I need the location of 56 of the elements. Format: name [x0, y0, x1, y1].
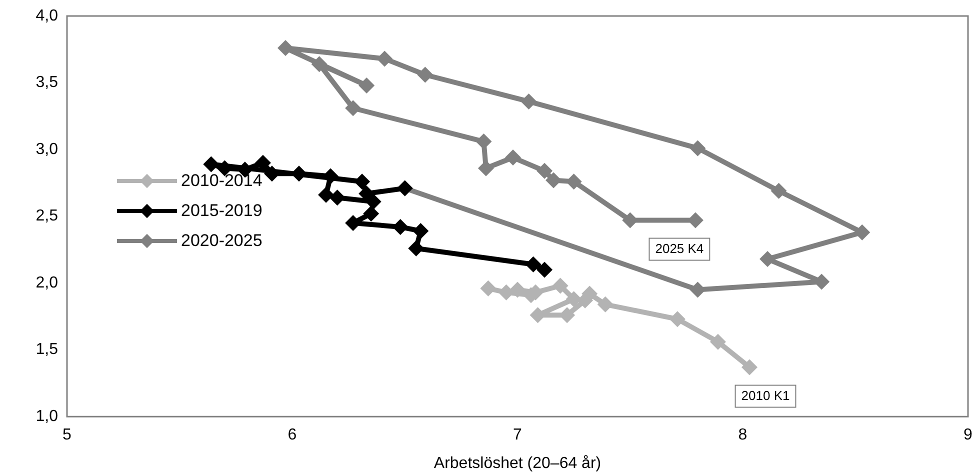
x-axis-title: Arbetslöshet (20–64 år)	[434, 454, 602, 472]
y-tick-label: 3,0	[36, 140, 58, 158]
point	[854, 224, 870, 240]
point	[412, 222, 429, 239]
point	[566, 291, 582, 308]
point	[478, 160, 494, 176]
point	[329, 190, 346, 206]
point	[552, 278, 568, 294]
point	[408, 240, 424, 256]
x-tick-label: 7	[513, 426, 522, 444]
annotation: 2025 K4	[655, 240, 704, 256]
y-tick-label: 1,0	[36, 408, 58, 426]
point	[365, 194, 382, 210]
legend-label: 2015-2019	[181, 201, 262, 222]
point	[392, 218, 408, 235]
point	[669, 311, 686, 328]
point	[354, 174, 370, 190]
point	[345, 100, 362, 116]
x-tick-label: 8	[738, 426, 748, 444]
point	[358, 77, 375, 94]
point	[690, 282, 706, 298]
point	[770, 182, 787, 199]
point	[510, 282, 526, 298]
x-tick-label: 9	[964, 426, 973, 444]
y-tick-label: 4,0	[36, 7, 58, 24]
point	[597, 296, 614, 312]
point	[291, 166, 308, 182]
point	[363, 206, 380, 222]
point	[520, 93, 537, 110]
point	[525, 256, 542, 272]
point	[277, 40, 294, 56]
point	[760, 251, 776, 268]
legend-label: 2020-2025	[181, 231, 262, 252]
point	[417, 66, 434, 83]
y-tick-label: 1,5	[36, 341, 58, 358]
legend-label: 2010-2014	[181, 171, 262, 192]
x-tick-label: 6	[288, 426, 297, 444]
point	[690, 140, 706, 156]
point	[203, 156, 220, 172]
point	[536, 162, 553, 179]
y-tick-label: 3,5	[36, 74, 58, 92]
point	[742, 359, 758, 376]
point	[311, 56, 328, 72]
y-tick-label: 2,0	[36, 274, 58, 292]
point	[476, 134, 492, 150]
point	[536, 262, 553, 278]
point	[318, 186, 334, 203]
point	[376, 50, 393, 67]
y-tick-label: 2,5	[36, 208, 58, 225]
point	[504, 150, 521, 166]
point	[546, 172, 562, 188]
x-tick-label: 5	[62, 426, 72, 444]
point	[480, 280, 496, 296]
point	[710, 334, 726, 350]
annotation: 2010 K1	[741, 388, 790, 403]
point	[566, 174, 582, 190]
